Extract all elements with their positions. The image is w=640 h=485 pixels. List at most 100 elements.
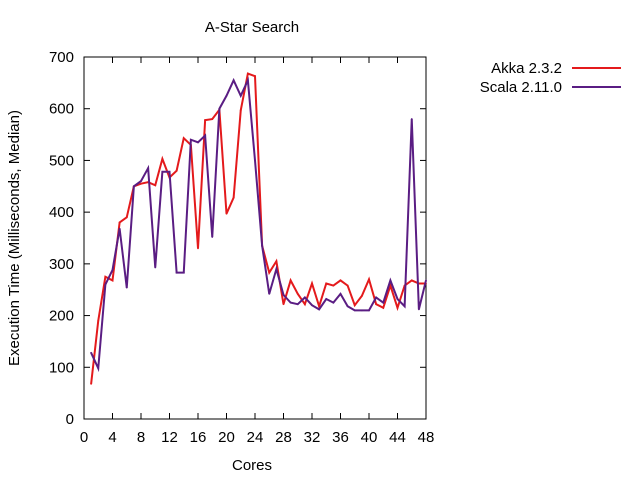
data-point: [282, 293, 285, 296]
data-point: [254, 159, 256, 162]
data-point: [111, 279, 114, 282]
data-point: [296, 303, 299, 306]
data-point: [382, 301, 385, 304]
y-tick-label: 400: [49, 204, 74, 221]
data-point: [246, 79, 249, 82]
data-point: [111, 269, 114, 271]
data-point: [268, 271, 271, 274]
x-tick-label: 24: [247, 429, 264, 446]
data-point: [339, 279, 342, 282]
series-layer: [90, 72, 427, 385]
y-tick-label: 500: [49, 152, 74, 169]
data-point: [254, 75, 256, 78]
data-point: [325, 298, 328, 300]
y-tick-label: 600: [49, 101, 74, 118]
data-point: [154, 184, 157, 187]
x-tick-label: 8: [137, 429, 145, 446]
data-point: [175, 169, 178, 172]
data-point: [161, 170, 164, 173]
y-tick-label: 300: [49, 256, 74, 273]
series-line: [90, 76, 427, 373]
legend-item: Akka 2.3.2: [491, 60, 621, 77]
data-point: [90, 382, 93, 385]
data-point: [360, 309, 363, 312]
data-point: [425, 279, 427, 282]
data-point: [246, 72, 249, 75]
data-point: [211, 118, 214, 120]
x-tick-label: 44: [389, 429, 406, 446]
series-1: [90, 76, 427, 373]
data-point: [403, 305, 406, 308]
data-point: [389, 284, 392, 287]
data-point: [204, 134, 207, 137]
data-point: [360, 295, 363, 297]
data-point: [296, 292, 299, 295]
data-point: [325, 282, 328, 285]
legend-item: Scala 2.11.0: [480, 79, 621, 96]
y-tick-label: 700: [49, 49, 74, 66]
y-axis-label: Execution Time (Milliseconds, Median): [6, 110, 23, 366]
chart-title: A-Star Search: [205, 19, 299, 36]
data-point: [140, 182, 142, 185]
x-tick-label: 0: [80, 429, 88, 446]
data-point: [346, 284, 349, 287]
data-point: [225, 212, 228, 215]
x-tick-label: 16: [190, 429, 207, 446]
data-point: [197, 141, 199, 144]
data-point: [104, 275, 107, 278]
data-point: [97, 367, 100, 370]
data-point: [375, 296, 378, 299]
data-point: [182, 271, 185, 274]
data-point: [368, 278, 370, 281]
data-point: [140, 180, 142, 183]
data-point: [396, 298, 399, 300]
x-tick-label: 40: [361, 429, 378, 446]
series-line: [90, 72, 426, 384]
data-point: [118, 221, 121, 224]
x-tick-label: 36: [332, 429, 349, 446]
data-point: [261, 244, 264, 247]
data-point: [90, 351, 93, 354]
data-point: [197, 247, 199, 250]
data-point: [339, 292, 342, 295]
series-0: [90, 72, 427, 385]
data-point: [311, 304, 313, 307]
data-point: [318, 305, 321, 308]
data-point: [311, 282, 313, 285]
y-tick-label: 100: [49, 359, 74, 376]
x-tick-label: 4: [108, 429, 116, 446]
data-point: [410, 279, 413, 282]
data-point: [417, 308, 420, 311]
data-point: [118, 227, 121, 230]
data-point: [318, 308, 321, 311]
data-point: [275, 268, 278, 270]
data-point: [182, 137, 185, 140]
data-point: [332, 284, 335, 287]
data-point: [218, 107, 221, 110]
y-tick-label: 0: [66, 411, 74, 428]
plot-frame: [83, 56, 427, 420]
data-point: [125, 286, 128, 289]
x-tick-label: 20: [218, 429, 235, 446]
x-tick-label: 48: [418, 429, 435, 446]
legend-label: Akka 2.3.2: [491, 60, 562, 77]
x-tick-label: 12: [161, 429, 178, 446]
data-point: [368, 309, 370, 312]
x-tick-label: 28: [275, 429, 292, 446]
data-point: [268, 292, 271, 295]
data-point: [282, 303, 285, 306]
data-point: [189, 138, 192, 141]
data-point: [303, 303, 306, 306]
data-point: [132, 185, 135, 188]
data-point: [396, 306, 399, 309]
legend-label: Scala 2.11.0: [480, 79, 562, 96]
data-point: [410, 118, 413, 120]
data-point: [175, 271, 178, 274]
data-point: [303, 296, 306, 299]
y-tick-label: 200: [49, 308, 74, 325]
data-point: [353, 309, 356, 312]
data-point: [332, 301, 335, 304]
legend: Akka 2.3.2 Scala 2.11.0: [480, 60, 621, 96]
